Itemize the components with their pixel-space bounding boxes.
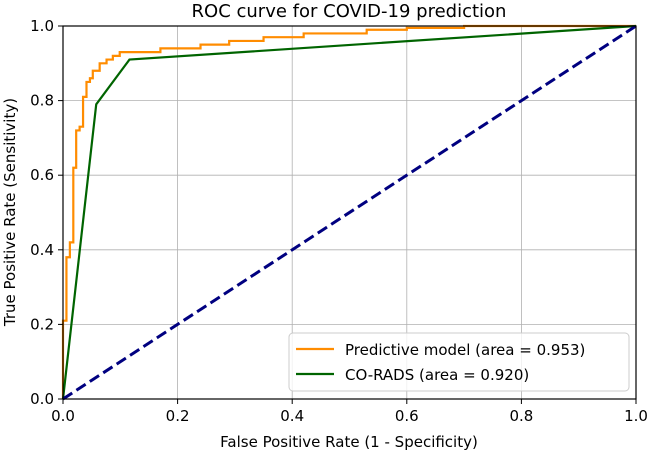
- x-axis-label: False Positive Rate (1 - Specificity): [220, 433, 478, 451]
- x-tick-label-2: 0.4: [280, 407, 304, 425]
- y-tick-label-5: 1.0: [30, 17, 54, 35]
- x-tick-label-4: 0.8: [509, 407, 533, 425]
- legend-label-co-rads: CO-RADS (area = 0.920): [345, 366, 529, 384]
- y-axis-label: True Positive Rate (Sensitivity): [1, 98, 19, 327]
- axis-ticks: 0.0 0.2 0.4 0.6 0.8 1.0 0.0 0.2 0.4 0.6 0.8 1.0: [30, 17, 648, 425]
- x-tick-label-3: 0.6: [395, 407, 419, 425]
- x-tick-label-0: 0.0: [51, 407, 75, 425]
- x-tick-label-5: 1.0: [624, 407, 648, 425]
- y-tick-label-4: 0.8: [30, 92, 54, 110]
- plot-frame: [62, 25, 637, 400]
- y-tick-label-3: 0.6: [30, 166, 54, 184]
- chart-title: ROC curve for COVID-19 prediction: [192, 1, 507, 22]
- co-rads-roc-line: [61, 24, 637, 400]
- y-tick-label-2: 0.4: [30, 241, 54, 259]
- x-tick-label-1: 0.2: [166, 407, 190, 425]
- y-tick-label-1: 0.2: [30, 315, 54, 333]
- legend-box: [288, 332, 630, 392]
- chance-diagonal-line: [62, 24, 637, 401]
- plot-series: [61, 24, 637, 401]
- legend: Predictive model (area = 0.953) CO-RADS …: [288, 332, 630, 392]
- predictive-model-roc-line: [61, 24, 636, 399]
- y-tick-label-0: 0.0: [30, 390, 54, 408]
- legend-label-predictive-model: Predictive model (area = 0.953): [345, 341, 585, 359]
